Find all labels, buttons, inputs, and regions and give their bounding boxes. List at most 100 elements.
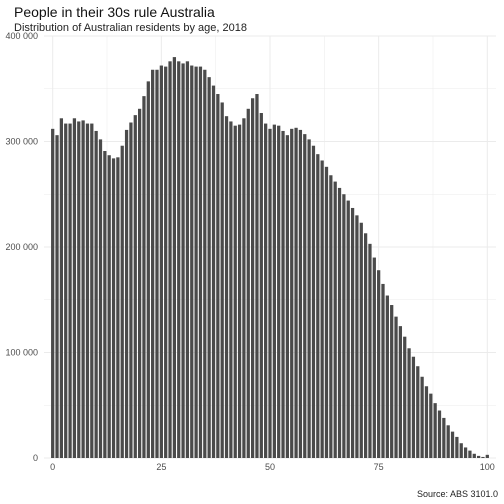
bar-age-87 bbox=[429, 393, 433, 458]
bar-age-93 bbox=[455, 436, 459, 458]
bar-age-56 bbox=[294, 127, 298, 458]
bar-age-22 bbox=[146, 81, 150, 459]
bar-age-77 bbox=[385, 295, 389, 458]
bar-age-91 bbox=[446, 425, 450, 458]
bar-age-55 bbox=[290, 128, 294, 458]
bar-age-94 bbox=[459, 443, 463, 458]
bar-age-29 bbox=[177, 61, 181, 458]
bar-age-15 bbox=[116, 157, 120, 458]
bar-age-36 bbox=[207, 77, 211, 459]
bar-age-83 bbox=[411, 356, 416, 458]
y-tick-label: 0 bbox=[33, 453, 38, 463]
bar-age-66 bbox=[337, 187, 342, 459]
y-tick-label: 400 000 bbox=[5, 31, 38, 41]
chart-subtitle: Distribution of Australian residents by … bbox=[14, 22, 247, 34]
bar-age-85 bbox=[420, 376, 424, 458]
bar-age-48 bbox=[259, 113, 263, 458]
bar-age-39 bbox=[220, 102, 224, 459]
bar-age-54 bbox=[285, 135, 290, 459]
bar-age-20 bbox=[137, 108, 142, 459]
bar-age-64 bbox=[329, 175, 333, 458]
bar-age-75 bbox=[377, 270, 381, 458]
bar-age-79 bbox=[394, 316, 398, 458]
bar-age-97 bbox=[472, 453, 476, 458]
bar-age-98 bbox=[476, 455, 481, 458]
bar-age-69 bbox=[350, 207, 355, 458]
bar-age-96 bbox=[468, 450, 472, 458]
bar-age-67 bbox=[342, 194, 346, 458]
bar-age-95 bbox=[463, 447, 468, 458]
bar-age-1 bbox=[55, 135, 59, 459]
bar-age-12 bbox=[103, 151, 107, 458]
bar-age-50 bbox=[268, 128, 272, 458]
bar-age-58 bbox=[303, 134, 307, 458]
bar-age-11 bbox=[98, 139, 103, 458]
bar-age-45 bbox=[246, 108, 250, 459]
bar-age-74 bbox=[372, 257, 376, 458]
bar-age-63 bbox=[324, 166, 329, 458]
bar-age-88 bbox=[433, 403, 437, 458]
x-axis: 0 25 50 75 100 bbox=[50, 462, 495, 472]
chart-title: People in their 30s rule Australia bbox=[14, 4, 215, 20]
bar-age-70 bbox=[355, 215, 359, 458]
bar-age-89 bbox=[437, 410, 442, 458]
x-tick-label: 100 bbox=[480, 462, 495, 472]
bar-age-41 bbox=[229, 121, 233, 458]
bar-age-16 bbox=[120, 145, 124, 458]
bar-age-32 bbox=[190, 65, 194, 458]
bar-age-35 bbox=[203, 69, 207, 458]
bar-age-71 bbox=[359, 222, 363, 458]
bar-age-8 bbox=[85, 123, 90, 458]
bar-age-92 bbox=[450, 431, 455, 459]
bar-age-80 bbox=[398, 326, 403, 459]
x-tick-label: 25 bbox=[156, 462, 166, 472]
bar-age-53 bbox=[281, 130, 285, 458]
bar-age-33 bbox=[194, 66, 198, 458]
bar-age-72 bbox=[363, 233, 368, 458]
bar-age-47 bbox=[255, 94, 259, 459]
bar-age-86 bbox=[424, 386, 429, 458]
bar-age-30 bbox=[181, 63, 185, 459]
bar-age-76 bbox=[381, 283, 385, 458]
bar-age-62 bbox=[320, 160, 324, 459]
bar-age-68 bbox=[346, 200, 350, 458]
bar-age-19 bbox=[133, 115, 137, 459]
bar-age-4 bbox=[68, 123, 72, 458]
bar-age-73 bbox=[368, 243, 372, 458]
bar-age-40 bbox=[224, 116, 229, 459]
bar-age-3 bbox=[64, 123, 68, 458]
bar-age-84 bbox=[416, 366, 420, 458]
bar-age-82 bbox=[407, 348, 411, 458]
bar-age-26 bbox=[164, 66, 168, 458]
x-tick-label: 50 bbox=[265, 462, 275, 472]
bar-age-13 bbox=[107, 155, 111, 458]
bar-age-18 bbox=[129, 122, 133, 458]
bar-age-46 bbox=[250, 98, 255, 458]
y-tick-label: 300 000 bbox=[5, 137, 38, 147]
bar-age-59 bbox=[307, 139, 311, 458]
bar-age-43 bbox=[237, 124, 242, 459]
y-tick-label: 200 000 bbox=[5, 242, 38, 252]
bar-age-10 bbox=[94, 130, 98, 458]
y-tick-label: 100 000 bbox=[5, 348, 38, 358]
bar-age-42 bbox=[233, 125, 237, 459]
bar-age-52 bbox=[277, 125, 281, 459]
bar-age-34 bbox=[198, 66, 203, 458]
bar-age-24 bbox=[155, 69, 159, 458]
bar-age-17 bbox=[124, 129, 129, 458]
bar-age-81 bbox=[403, 336, 407, 458]
bar-age-57 bbox=[298, 129, 303, 458]
bar-age-65 bbox=[333, 181, 337, 458]
bar-age-28 bbox=[172, 57, 177, 458]
bar-age-78 bbox=[390, 305, 394, 458]
bar-age-90 bbox=[442, 417, 446, 458]
bar-age-49 bbox=[264, 123, 268, 458]
bar-age-23 bbox=[151, 69, 155, 458]
bar-age-0 bbox=[51, 128, 55, 458]
bar-age-51 bbox=[272, 124, 276, 459]
bar-age-100 bbox=[485, 454, 489, 458]
bar-age-21 bbox=[142, 96, 146, 458]
bar-age-60 bbox=[311, 145, 316, 458]
bar-age-61 bbox=[316, 154, 320, 458]
bar-age-38 bbox=[216, 94, 220, 459]
